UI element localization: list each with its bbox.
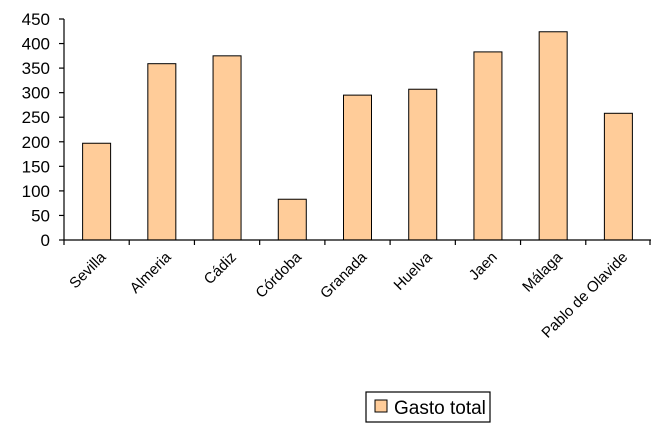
bar-almeria [147,63,177,241]
x-category-label: Málaga [519,248,566,295]
y-tick-label: 50 [31,206,50,225]
bars-group [82,31,633,241]
legend-label-gasto-total: Gasto total [394,398,486,419]
bar-jaen [473,51,503,241]
x-category-label: Granada [317,248,371,302]
legend: Gasto total [365,391,491,423]
y-tick-label: 250 [22,108,50,127]
y-tick-label: 450 [22,10,50,29]
y-tick-label: 400 [22,35,50,54]
x-axis: Sevilla Almeria Cádiz Córdoba Granada Huelva J… [63,239,651,342]
y-tick-label: 200 [22,133,50,152]
x-category-label: Huelva [391,248,437,294]
y-tick-label: 100 [22,182,50,201]
bar-c-rdoba [277,198,307,241]
legend-swatch-gasto-total [374,399,388,413]
bar-c-diz [212,55,242,241]
y-axis: 0 50 100 150 200 250 300 350 400 450 [22,10,65,250]
bar-granada [343,94,372,241]
bar-pablo-de-olavide [603,112,633,241]
x-category-label: Almeria [127,248,175,296]
bar-m-laga [538,31,568,241]
bar-sevilla [82,142,112,241]
y-tick-label: 300 [22,84,50,103]
x-category-label: Córdoba [252,248,305,301]
y-tick-label: 350 [22,59,50,78]
x-category-label: Cádiz [201,249,240,288]
y-tick-label: 150 [22,157,50,176]
bar-huelva [408,88,438,241]
x-category-label: Sevilla [66,248,110,292]
x-category-label: Jaen [466,249,501,284]
y-tick-label: 0 [41,231,50,250]
